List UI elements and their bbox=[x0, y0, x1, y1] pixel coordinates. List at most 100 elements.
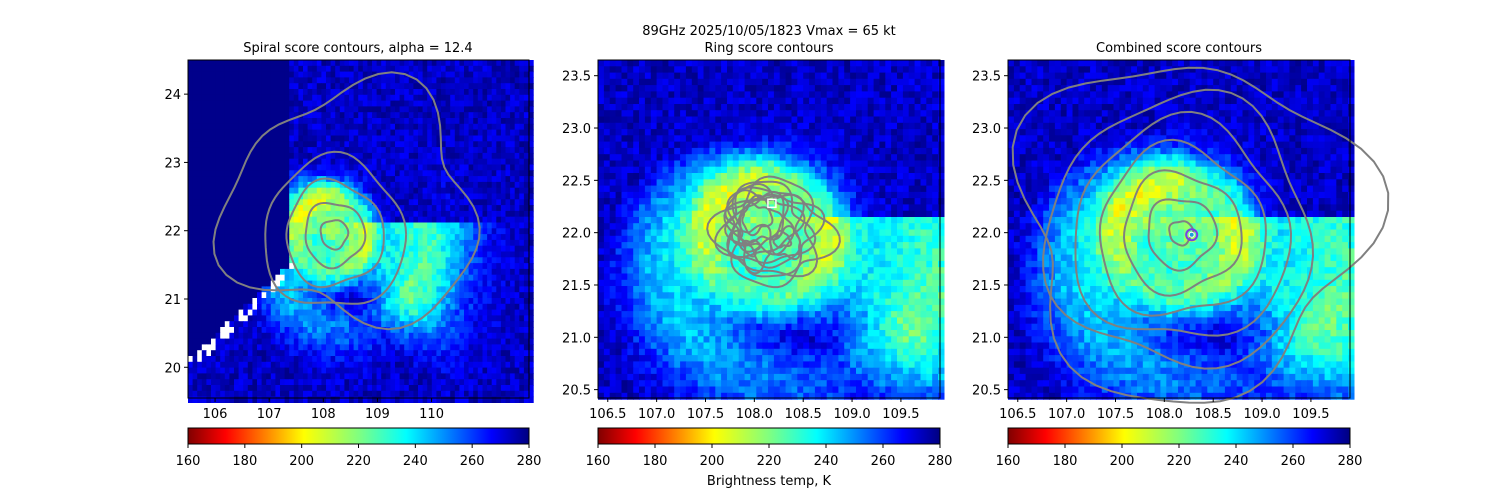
heatmap-cell bbox=[220, 106, 226, 113]
heatmap-cell bbox=[418, 385, 424, 392]
heatmap-cell bbox=[243, 100, 249, 107]
heatmap-cell bbox=[487, 251, 493, 258]
heatmap-cell bbox=[321, 60, 327, 67]
heatmap-cell bbox=[519, 199, 525, 206]
heatmap-cell bbox=[473, 181, 479, 189]
heatmap-cell bbox=[491, 141, 497, 148]
heatmap-cell bbox=[413, 205, 419, 212]
heatmap-cell bbox=[779, 66, 787, 74]
heatmap-cell bbox=[861, 110, 869, 118]
heatmap-cell bbox=[257, 100, 263, 107]
heatmap-cell bbox=[685, 85, 693, 92]
heatmap-cell bbox=[307, 315, 313, 322]
heatmap-cell bbox=[519, 321, 525, 328]
heatmap-cell bbox=[293, 309, 299, 316]
heatmap-cell bbox=[298, 205, 304, 212]
panel-title: Ring score contours bbox=[704, 41, 833, 56]
heatmap-cell bbox=[197, 315, 203, 322]
heatmap-cell bbox=[487, 199, 493, 206]
heatmap-cell bbox=[234, 356, 240, 363]
heatmap-cell bbox=[938, 97, 945, 105]
heatmap-cell bbox=[897, 104, 904, 111]
heatmap-cell bbox=[275, 94, 281, 102]
heatmap-cell bbox=[809, 78, 816, 86]
heatmap-cell bbox=[496, 396, 502, 403]
heatmap-cell bbox=[197, 123, 203, 131]
heatmap-cell bbox=[243, 327, 249, 334]
heatmap-cell bbox=[316, 205, 322, 212]
heatmap-cell bbox=[280, 332, 286, 340]
heatmap-cell bbox=[885, 72, 892, 80]
heatmap-cell bbox=[321, 193, 327, 200]
heatmap-cell bbox=[293, 112, 299, 119]
heatmap-cell bbox=[211, 123, 217, 131]
heatmap-cell bbox=[399, 303, 405, 311]
heatmap-cell bbox=[321, 228, 327, 235]
heatmap-cell bbox=[367, 129, 373, 136]
heatmap-cell bbox=[885, 78, 892, 86]
heatmap-cell bbox=[335, 222, 341, 229]
heatmap-cell bbox=[505, 112, 511, 119]
heatmap-cell bbox=[362, 187, 368, 195]
heatmap-cell bbox=[201, 222, 207, 229]
heatmap-cell bbox=[482, 89, 488, 96]
heatmap-cell bbox=[261, 321, 267, 328]
heatmap-cell bbox=[349, 298, 355, 305]
heatmap-cell bbox=[856, 110, 863, 118]
heatmap-cell bbox=[298, 315, 304, 322]
heatmap-cell bbox=[312, 147, 318, 154]
heatmap-cell bbox=[362, 222, 368, 229]
heatmap-cell bbox=[293, 356, 299, 363]
heatmap-cell bbox=[390, 332, 396, 340]
heatmap-cell bbox=[197, 100, 203, 107]
heatmap-cell bbox=[487, 327, 493, 334]
heatmap-cell bbox=[603, 85, 611, 92]
heatmap-cell bbox=[685, 110, 693, 118]
heatmap-cell bbox=[656, 66, 664, 74]
heatmap-cell bbox=[404, 373, 410, 380]
heatmap-cell bbox=[326, 60, 332, 67]
heatmap-cell bbox=[408, 118, 414, 125]
heatmap-cell bbox=[349, 309, 355, 316]
heatmap-cell bbox=[367, 367, 373, 374]
heatmap-cell bbox=[339, 210, 345, 218]
heatmap-cell bbox=[413, 89, 419, 96]
heatmap-cell bbox=[436, 71, 442, 78]
heatmap-cell bbox=[192, 65, 198, 73]
heatmap-cell bbox=[215, 298, 221, 305]
heatmap-cell bbox=[477, 71, 483, 78]
heatmap-cell bbox=[367, 245, 373, 253]
heatmap-cell bbox=[339, 257, 345, 264]
heatmap-cell bbox=[390, 286, 396, 293]
heatmap-cell bbox=[487, 187, 493, 195]
heatmap-cell bbox=[339, 390, 345, 398]
heatmap-cell bbox=[514, 263, 520, 270]
heatmap-cell bbox=[339, 385, 345, 392]
heatmap-cell bbox=[275, 205, 281, 212]
heatmap-cell bbox=[514, 205, 520, 212]
heatmap-cell bbox=[436, 251, 442, 258]
heatmap-cell bbox=[395, 350, 401, 357]
heatmap-cell bbox=[459, 344, 465, 351]
heatmap-cell bbox=[238, 205, 244, 212]
heatmap-cell bbox=[275, 390, 281, 398]
heatmap-cell bbox=[814, 72, 822, 80]
heatmap-cell bbox=[523, 199, 530, 206]
heatmap-cell bbox=[224, 216, 230, 224]
heatmap-cell bbox=[289, 65, 295, 73]
heatmap-cell bbox=[266, 245, 272, 253]
heatmap-cell bbox=[307, 263, 313, 270]
heatmap-cell bbox=[270, 210, 276, 218]
heatmap-cell bbox=[261, 199, 267, 206]
heatmap-cell bbox=[330, 112, 336, 119]
heatmap-cell bbox=[528, 147, 534, 154]
heatmap-cell bbox=[487, 228, 493, 235]
heatmap-cell bbox=[505, 181, 511, 189]
heatmap-cell bbox=[422, 60, 428, 67]
heatmap-cell bbox=[418, 367, 424, 374]
heatmap-cell bbox=[510, 245, 516, 253]
heatmap-cell bbox=[293, 332, 299, 340]
heatmap-cell bbox=[197, 181, 203, 189]
heatmap-cell bbox=[280, 181, 286, 189]
heatmap-cell bbox=[298, 239, 304, 247]
